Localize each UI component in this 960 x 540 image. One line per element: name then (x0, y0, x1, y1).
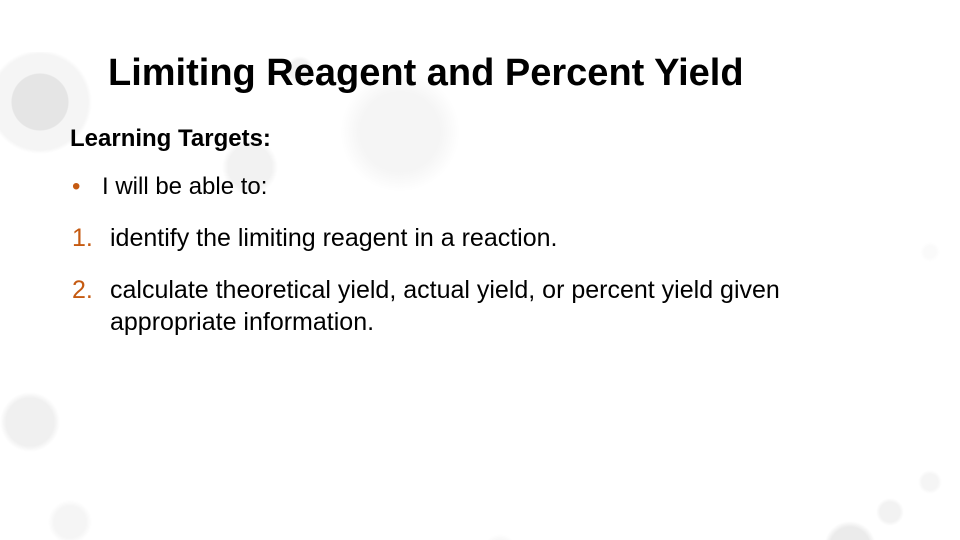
intro-bullet-text: I will be able to: (102, 173, 267, 202)
bullet-marker-icon: • (72, 173, 102, 202)
intro-bullet-row: • I will be able to: (72, 173, 960, 202)
number-marker-2: 2. (72, 274, 110, 306)
target-item-1: 1. identify the limiting reagent in a re… (72, 222, 960, 254)
target-item-1-text: identify the limiting reagent in a react… (110, 222, 557, 254)
target-item-2: 2. calculate theoretical yield, actual y… (72, 274, 960, 338)
slide-title: Limiting Reagent and Percent Yield (108, 52, 960, 95)
learning-targets-heading: Learning Targets: (70, 125, 960, 153)
number-marker-1: 1. (72, 222, 110, 254)
target-item-2-text: calculate theoretical yield, actual yiel… (110, 274, 900, 338)
slide-content: Limiting Reagent and Percent Yield Learn… (0, 52, 960, 540)
